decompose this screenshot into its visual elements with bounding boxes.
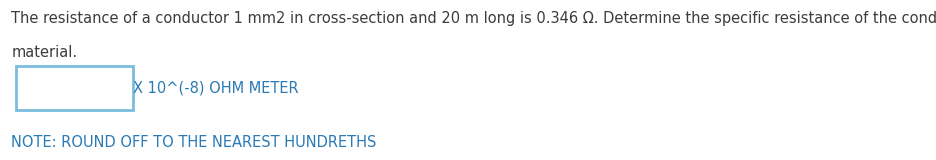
FancyBboxPatch shape xyxy=(16,66,133,110)
Text: material.: material. xyxy=(11,45,78,60)
Text: NOTE: ROUND OFF TO THE NEAREST HUNDRETHS: NOTE: ROUND OFF TO THE NEAREST HUNDRETHS xyxy=(11,135,376,150)
Text: The resistance of a conductor 1 mm2 in cross-section and 20 m long is 0.346 Ω. D: The resistance of a conductor 1 mm2 in c… xyxy=(11,11,936,26)
Text: X 10^(-8) OHM METER: X 10^(-8) OHM METER xyxy=(133,80,299,96)
